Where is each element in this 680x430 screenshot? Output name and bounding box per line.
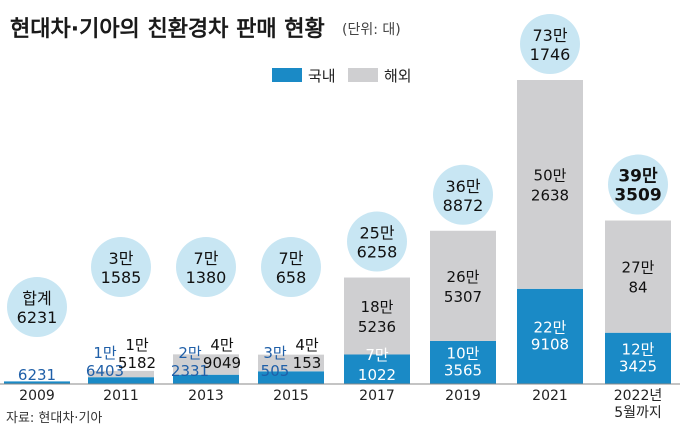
label-overseas: 50만 bbox=[534, 166, 567, 184]
label-total: 7만 bbox=[279, 249, 304, 268]
label-total: 25만 bbox=[359, 224, 394, 243]
label-total: 6258 bbox=[357, 243, 398, 262]
bar-overseas bbox=[88, 370, 154, 378]
label-total: 73만 bbox=[532, 26, 567, 45]
label-total: 1746 bbox=[530, 45, 571, 64]
label-overseas: 26만 bbox=[447, 268, 480, 286]
label-total: 39만 bbox=[618, 167, 658, 187]
bar-domestic bbox=[88, 377, 154, 384]
label-total: 6231 bbox=[17, 308, 58, 327]
total-bubble bbox=[7, 277, 67, 337]
bar-domestic bbox=[605, 332, 671, 384]
total-bubble bbox=[520, 14, 580, 74]
x-tick-label: 2013 bbox=[188, 388, 224, 404]
chart-title: 현대차·기아의 친환경차 판매 현황 bbox=[10, 17, 325, 42]
label-domestic: 12만 bbox=[622, 340, 655, 358]
x-tick-label: 2015 bbox=[273, 388, 309, 404]
label-domestic: 3565 bbox=[444, 361, 482, 379]
total-bubble bbox=[261, 237, 321, 297]
label-total: 658 bbox=[276, 268, 307, 287]
label-overseas: 18만 bbox=[361, 298, 394, 316]
label-domestic: 3만 bbox=[263, 344, 287, 362]
label-domestic: 2만 bbox=[178, 344, 202, 362]
x-tick-label: 2009 bbox=[19, 388, 55, 404]
bar-domestic bbox=[4, 381, 70, 384]
label-overseas: 5182 bbox=[118, 354, 156, 372]
label-overseas: 4만 bbox=[295, 336, 319, 354]
label-total: 3만 bbox=[109, 249, 134, 268]
bar-overseas bbox=[517, 80, 583, 289]
bar-domestic bbox=[430, 340, 496, 384]
total-bubble bbox=[347, 211, 407, 272]
bar-overseas bbox=[258, 354, 324, 372]
legend: 국내 해외 bbox=[272, 67, 412, 85]
x-tick-label: 2011 bbox=[103, 388, 139, 404]
bar-area: 6231합계623120091만64031만51823만158520112만23… bbox=[4, 14, 671, 421]
label-overseas: 9049 bbox=[203, 354, 241, 372]
bar-domestic bbox=[344, 354, 410, 384]
bar-domestic bbox=[173, 374, 239, 384]
label-total: 합계 bbox=[22, 289, 51, 308]
label-domestic: 2331 bbox=[171, 362, 209, 380]
label-domestic: 10만 bbox=[447, 344, 480, 362]
label-overseas: 4만 bbox=[210, 336, 234, 354]
label-overseas: 153 bbox=[293, 354, 322, 372]
legend-label-domestic: 국내 bbox=[308, 67, 336, 85]
x-tick-label: 2017 bbox=[359, 388, 395, 404]
label-total: 1585 bbox=[101, 268, 142, 287]
label-domestic: 7만 bbox=[365, 346, 389, 364]
label-domestic: 6231 bbox=[18, 366, 56, 384]
label-overseas: 2638 bbox=[531, 186, 569, 204]
total-bubble bbox=[91, 237, 151, 297]
legend-label-overseas: 해외 bbox=[384, 67, 412, 85]
label-domestic: 6403 bbox=[86, 362, 124, 380]
bar-domestic bbox=[258, 371, 324, 384]
label-total: 8872 bbox=[443, 196, 484, 215]
label-overseas: 5307 bbox=[444, 288, 482, 306]
label-overseas: 5236 bbox=[358, 318, 396, 336]
x-tick-label: 5월까지 bbox=[614, 405, 662, 421]
bar-overseas bbox=[173, 354, 239, 375]
total-bubble bbox=[433, 164, 493, 225]
unit-note: (단위: 대) bbox=[342, 22, 401, 38]
bar-overseas bbox=[430, 230, 496, 341]
label-domestic: 22만 bbox=[534, 318, 567, 336]
x-tick-label: 2022년 bbox=[614, 388, 663, 404]
legend-swatch-domestic bbox=[272, 68, 302, 82]
label-domestic: 3425 bbox=[619, 357, 657, 375]
bar-overseas bbox=[344, 277, 410, 355]
total-bubble bbox=[176, 237, 236, 297]
source-note: 자료: 현대차·기아 bbox=[6, 411, 102, 426]
label-domestic: 505 bbox=[261, 362, 290, 380]
x-tick-label: 2019 bbox=[445, 388, 481, 404]
x-tick-label: 2021 bbox=[532, 388, 568, 404]
total-bubble bbox=[608, 154, 668, 215]
label-overseas: 27만 bbox=[622, 259, 655, 277]
label-overseas: 84 bbox=[628, 279, 647, 297]
label-total: 36만 bbox=[445, 177, 480, 196]
legend-swatch-overseas bbox=[348, 68, 378, 82]
label-domestic: 1만 bbox=[93, 344, 117, 362]
label-total: 7만 bbox=[194, 249, 219, 268]
label-total: 1380 bbox=[186, 268, 227, 287]
label-domestic: 1022 bbox=[358, 366, 396, 384]
label-overseas: 1만 bbox=[125, 336, 149, 354]
bar-domestic bbox=[517, 288, 583, 384]
bar-overseas bbox=[605, 220, 671, 333]
label-domestic: 9108 bbox=[531, 335, 569, 353]
label-total: 3509 bbox=[614, 186, 661, 206]
